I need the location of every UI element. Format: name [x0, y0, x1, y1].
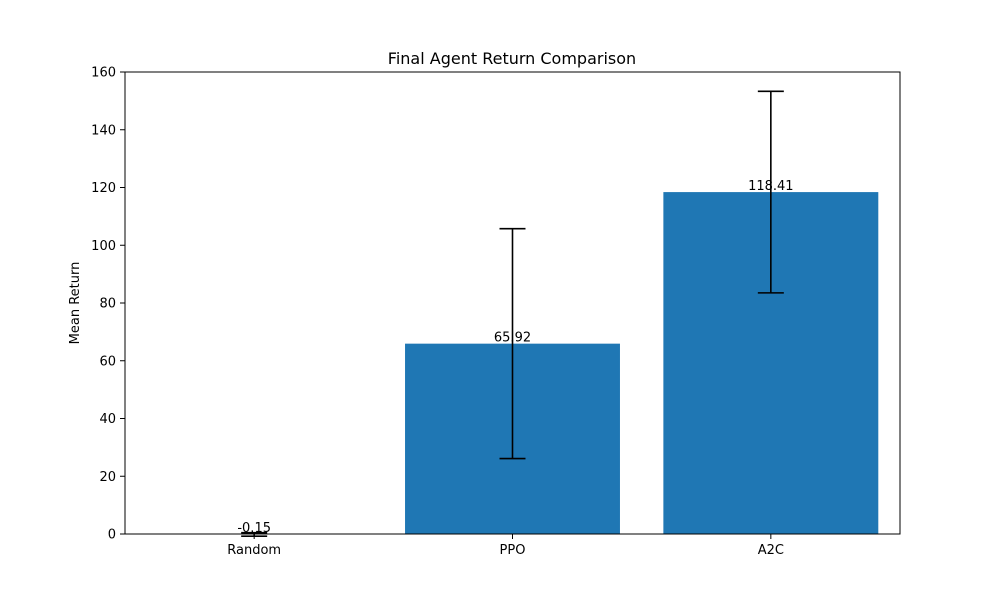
y-tick-label-100: 100 [91, 239, 116, 254]
y-tick-label-40: 40 [99, 412, 116, 427]
y-tick-label-20: 20 [99, 470, 116, 485]
data-label-ppo: 65.92 [494, 331, 531, 346]
x-tick-label-a2c: A2C [758, 543, 784, 558]
chart-title: Final Agent Return Comparison [388, 49, 636, 68]
y-tick-label-120: 120 [91, 181, 116, 196]
y-tick-label-60: 60 [99, 354, 116, 369]
data-label-random: -0.15 [237, 521, 271, 536]
y-tick-label-140: 140 [91, 123, 116, 138]
x-tick-label-ppo: PPO [500, 543, 526, 558]
y-tick-label-160: 160 [91, 66, 116, 81]
y-tick-label-0: 0 [108, 528, 116, 543]
y-tick-label-80: 80 [99, 297, 116, 312]
plot-area: 0 20 40 60 80 100 120 140 160 Random -0.15 PPO 65.92… [91, 66, 901, 558]
data-label-a2c: 118.41 [748, 179, 794, 194]
x-tick-label-random: Random [227, 543, 281, 558]
y-axis-label: Mean Return [68, 262, 83, 345]
